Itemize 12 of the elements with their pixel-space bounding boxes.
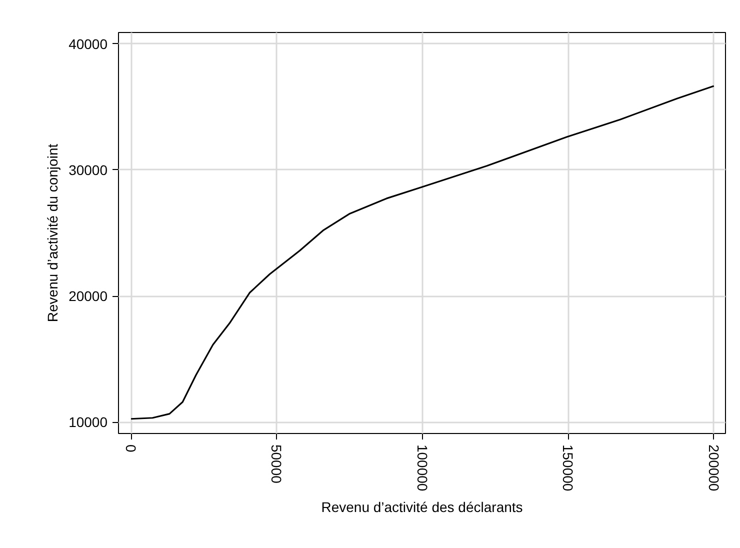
x-tick-label: 0 — [123, 444, 140, 452]
y-tick-label: 40000 — [68, 36, 108, 52]
x-axis-title: Revenu d’activité des déclarants — [321, 499, 523, 516]
line-series — [130, 85, 715, 420]
y-tick-label: 20000 — [68, 288, 108, 304]
y-tick-label: 30000 — [68, 162, 108, 178]
x-tick-label: 200000 — [706, 444, 722, 492]
x-tick-label: 100000 — [414, 444, 430, 492]
x-tick-label: 50000 — [268, 444, 285, 484]
y-axis-title: Revenu d’activité du conjoint — [44, 144, 61, 322]
x-tick-label: 150000 — [560, 444, 576, 492]
y-tick-label: 10000 — [68, 414, 108, 430]
